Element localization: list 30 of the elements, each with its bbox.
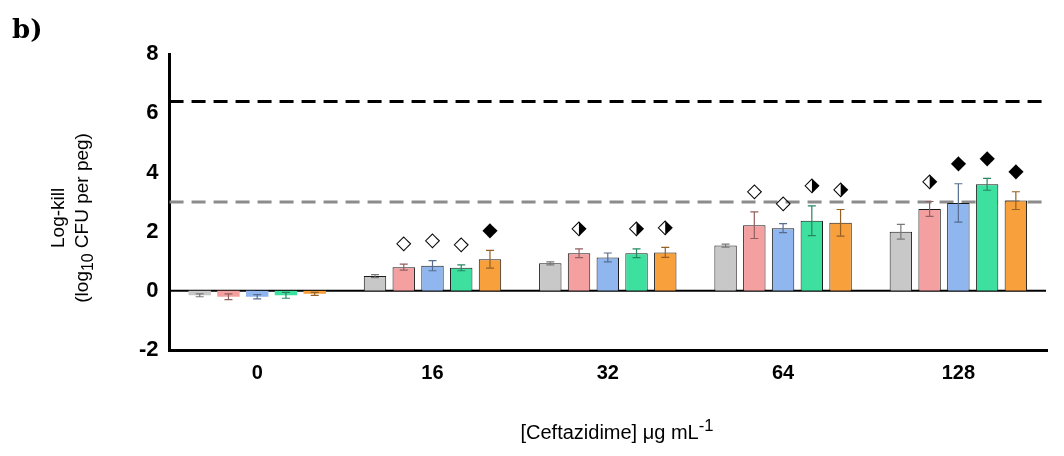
data-label: ◇ (453, 231, 470, 256)
y-tick-label: -2 (139, 336, 159, 362)
data-label: ⬗ (657, 213, 674, 238)
data-label: ⬗ (571, 215, 588, 240)
data-label: ⬗ (804, 172, 821, 197)
data-label: ◆ (482, 216, 499, 241)
data-label: ◇ (775, 189, 792, 214)
data-label: ◇ (746, 178, 763, 203)
chart-title: b) (12, 14, 43, 44)
x-tick-label: 64 (771, 360, 796, 383)
data-label: ⬗ (832, 175, 849, 200)
y-tick-label: 2 (146, 217, 159, 243)
y-tick-label: 8 (146, 40, 159, 66)
data-label: ◆ (1008, 157, 1025, 182)
data-label: ◇ (424, 226, 441, 251)
bar (217, 290, 240, 297)
data-label: ◆ (950, 149, 967, 174)
data-label: ◇ (396, 230, 413, 255)
y-tick-label: 4 (146, 158, 160, 184)
y-tick-label: 0 (146, 276, 159, 302)
x-tick-label: 128 (941, 360, 976, 383)
data-label: ⬗ (628, 215, 645, 240)
x-tick-label: 32 (596, 360, 619, 383)
bar (245, 290, 269, 297)
x-axis-title: [Ceftazidime] μg mL$^{-1}$ (519, 416, 715, 444)
x-tick-label: 0 (251, 360, 263, 383)
data-label: ◆ (979, 144, 996, 169)
x-tick-label: 16 (421, 360, 444, 383)
data-label: ⬗ (921, 167, 938, 192)
y-tick-label: 6 (146, 99, 159, 125)
